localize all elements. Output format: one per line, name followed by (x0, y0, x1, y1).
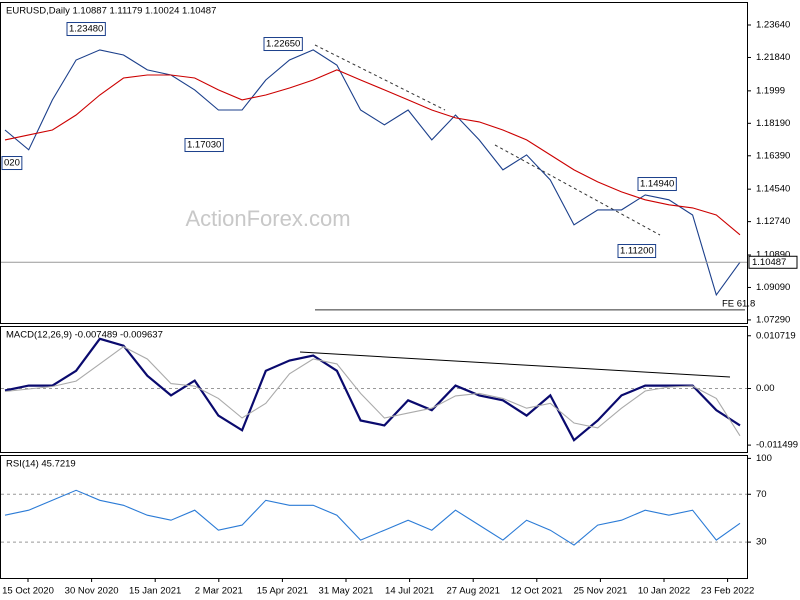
y-tick-label: 1.21840 (756, 52, 790, 63)
x-tick-label: 30 Nov 2020 (65, 586, 119, 597)
current-price-box (748, 255, 798, 269)
y-tick-label: 1.10890 (756, 250, 790, 261)
annotation-box (637, 177, 677, 192)
annotation-box (1, 156, 23, 171)
panel-title: EURUSD,Daily 1.10887 1.11179 1.10024 1.1… (6, 6, 216, 17)
price-panel (0, 2, 748, 324)
y-tick-label: 1.23640 (756, 20, 790, 31)
x-tick-label: 10 Jan 2022 (638, 586, 690, 597)
annotation: 1.17030 (187, 140, 221, 151)
annotation: 1.22650 (266, 39, 300, 50)
x-tick-label: 2 Mar 2021 (195, 586, 243, 597)
annotation: 1.14940 (640, 179, 674, 190)
x-tick-label: 14 Jul 2021 (385, 586, 434, 597)
series-line (4, 337, 741, 442)
x-tick-label: 15 Oct 2020 (2, 586, 54, 597)
annotation: 020 (4, 158, 20, 169)
y-tick-label: -0.011499 (756, 440, 798, 451)
annotation: FE 61.8 (722, 299, 755, 310)
panel-title: MACD(12,26,9) -0.007489 -0.009637 (6, 330, 163, 341)
series-line (4, 489, 741, 546)
y-tick-label: 0.010719 (756, 330, 796, 341)
annotation: 1.23480 (69, 24, 103, 35)
panel-title: RSI(14) 45.7219 (6, 459, 76, 470)
annotation-box (263, 37, 303, 52)
trendline (494, 144, 661, 236)
x-tick-label: 15 Jan 2021 (129, 586, 181, 597)
x-tick-label: 15 Apr 2021 (257, 586, 308, 597)
y-tick-label: 30 (756, 537, 767, 548)
watermark: ActionForex.com (185, 206, 350, 231)
annotation-box (66, 22, 106, 37)
current-price-label: 1.10487 (752, 257, 786, 268)
series-line (4, 346, 741, 437)
y-tick-label: 100 (756, 453, 772, 464)
y-tick-label: 1.16390 (756, 150, 790, 161)
y-tick-label: 0.00 (756, 383, 775, 394)
x-tick-label: 31 May 2021 (319, 586, 374, 597)
macd-trendline (299, 351, 731, 378)
x-tick-label: 12 Oct 2021 (511, 586, 563, 597)
series-line (4, 69, 741, 236)
series-line (4, 49, 741, 297)
annotation-box (617, 244, 657, 259)
y-tick-label: 1.18190 (756, 118, 790, 129)
y-tick-label: 1.07290 (756, 314, 790, 325)
rsi-panel (0, 455, 748, 579)
y-tick-label: 1.12740 (756, 216, 790, 227)
annotation-box (184, 138, 224, 153)
x-tick-label: 27 Aug 2021 (447, 586, 500, 597)
y-tick-label: 70 (756, 489, 767, 500)
y-tick-label: 1.14540 (756, 184, 790, 195)
x-tick-label: 25 Nov 2021 (573, 586, 627, 597)
y-tick-label: 1.09090 (756, 282, 790, 293)
x-tick-label: 23 Feb 2022 (701, 586, 754, 597)
annotation: 1.11200 (620, 246, 654, 257)
trendline (314, 44, 446, 111)
y-tick-label: 1.1999 (756, 85, 785, 96)
